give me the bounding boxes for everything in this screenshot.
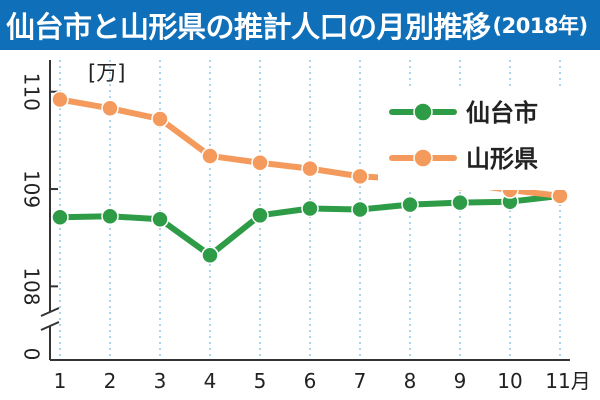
point-series1-5 [251,206,269,225]
axis-break-mark-2 [40,321,60,331]
x-tick-label-10: 10 [497,369,522,393]
x-tick-label-6: 6 [304,369,317,393]
chart-title-year: (2018年) [492,14,589,38]
point-series1-8 [401,195,419,214]
y-tick-label-0: 0 [20,348,44,361]
x-tick-label-9: 9 [454,369,467,393]
point-series2-4 [201,147,219,165]
point-series1-9 [451,193,469,212]
point-series2-3 [151,110,169,128]
y-tick-label-110: 110 [20,73,44,111]
x-tick-label-7: 7 [354,369,367,393]
point-series2-6 [301,159,319,178]
x-tick-label-2: 2 [104,369,117,393]
point-series1-1 [51,208,69,227]
x-tick-label-5: 5 [254,369,267,393]
x-tick-label-8: 8 [404,369,417,393]
x-tick-label-1: 1 [54,369,67,393]
point-series2-2 [101,99,119,118]
x-tick-label-4: 4 [204,369,217,393]
x-tick-label-11: 11月 [545,369,590,393]
legend-box [378,86,564,190]
point-series2-1 [51,90,69,109]
point-series2-7 [351,167,369,186]
chart-title-main: 仙台市と山形県の推計人口の月別推移 [6,10,491,44]
y-unit-label: [万] [88,61,125,85]
tick-labels: 110 109 108 0 [万] 1 2 3 4 5 6 7 8 9 10 11月 [20,61,591,393]
chart-title: 仙台市と山形県の推計人口の月別推移 (2018年) [0,0,600,50]
point-series1-3 [151,210,169,228]
point-series1-7 [351,200,369,219]
x-tick-label-3: 3 [154,369,167,393]
legend-label-2: 山形県 [466,145,538,173]
point-series1-6 [301,199,319,218]
y-tick-label-109: 109 [20,170,44,208]
point-series1-2 [101,207,119,226]
point-series2-11 [551,187,569,205]
y-tick-label-108: 108 [20,267,44,305]
axis-break-mark-1 [40,307,60,317]
axes [40,60,570,361]
legend-marker-1 [413,102,433,122]
legend-marker-2 [413,148,433,168]
point-series2-5 [251,154,269,172]
point-series1-4 [201,246,219,264]
legend-label-1: 仙台市 [466,99,538,127]
